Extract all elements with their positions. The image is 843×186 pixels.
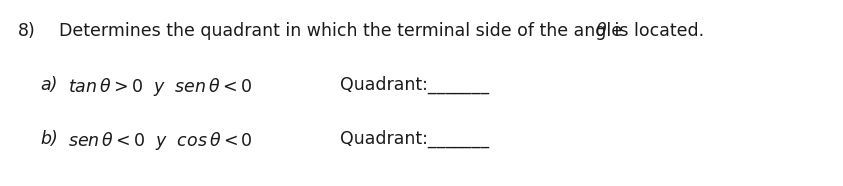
Text: $\theta$: $\theta$: [595, 22, 607, 40]
Text: b): b): [40, 130, 58, 148]
Text: Quadrant:_______: Quadrant:_______: [340, 76, 489, 94]
Text: is located.: is located.: [609, 22, 704, 40]
Text: $\mathit{tan}\,\theta > 0$  $\mathit{y}$  $\mathit{sen}\,\theta < 0$: $\mathit{tan}\,\theta > 0$ $\mathit{y}$ …: [68, 76, 252, 98]
Text: 8): 8): [18, 22, 35, 40]
Text: Determines the quadrant in which the terminal side of the angle: Determines the quadrant in which the ter…: [48, 22, 628, 40]
Text: $\mathit{sen}\,\theta < 0$  $\mathit{y}$  $\mathit{cos}\,\theta < 0$: $\mathit{sen}\,\theta < 0$ $\mathit{y}$ …: [68, 130, 253, 152]
Text: a): a): [40, 76, 57, 94]
Text: Quadrant:_______: Quadrant:_______: [340, 130, 489, 148]
